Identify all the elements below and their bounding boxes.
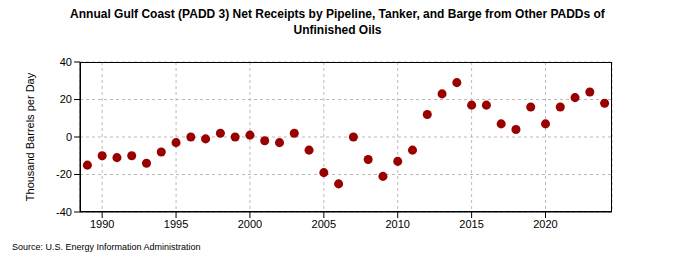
svg-text:-20: -20 [56,168,72,180]
html-text:Source: U.S. Energy Informatio: Source: U.S. Energy Information Administ… [12,242,201,252]
svg-text:1990: 1990 [90,218,114,230]
svg-text:1995: 1995 [164,218,188,230]
svg-text:40: 40 [60,56,72,68]
svg-text:2015: 2015 [459,218,483,230]
svg-text:20: 20 [60,93,72,105]
svg-text:2005: 2005 [312,218,336,230]
svg-text:-40: -40 [56,206,72,218]
svg-text:2020: 2020 [533,218,557,230]
svg-text:Thousand Barrels per Day: Thousand Barrels per Day [24,72,36,201]
svg-text:2000: 2000 [238,218,262,230]
html-text:Annual Gulf Coast (PADD 3) Net: Annual Gulf Coast (PADD 3) Net Receipts … [70,7,605,37]
svg-text:0: 0 [66,131,72,143]
svg-text:2010: 2010 [385,218,409,230]
